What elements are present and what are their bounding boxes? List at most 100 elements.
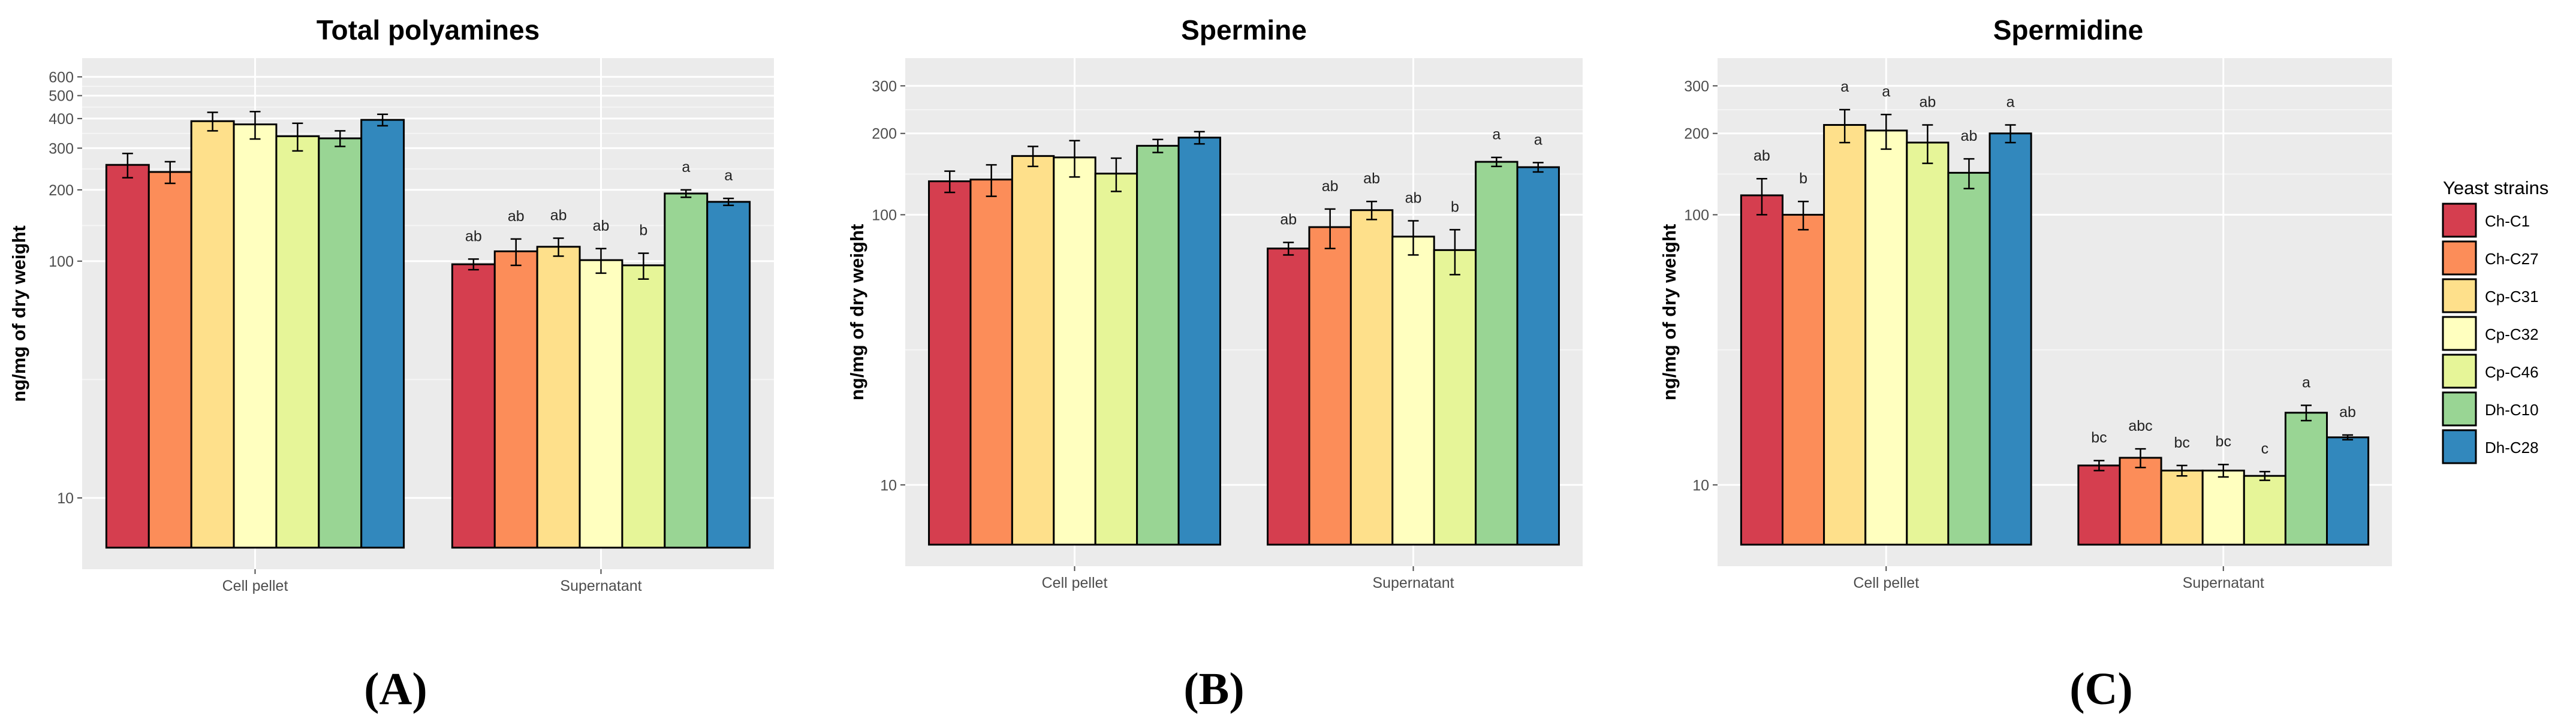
significance-letter: ab [550, 207, 567, 224]
y-tick-label: 300 [872, 78, 897, 95]
significance-letter: ab [1405, 189, 1422, 206]
x-tick-label: Supernatant [1372, 575, 1454, 591]
bar [621, 264, 666, 549]
legend-swatch [2442, 203, 2477, 238]
bar [2077, 464, 2121, 546]
bar [1823, 124, 1867, 546]
bar [147, 171, 192, 549]
significance-letter: ab [1363, 170, 1380, 187]
bar [1947, 171, 1991, 546]
bar [664, 192, 709, 549]
y-axis-label: ng/mg of dry weight [1659, 224, 1680, 401]
bar [360, 119, 405, 549]
bar [1433, 249, 1477, 546]
bar [1011, 155, 1055, 546]
significance-letter: ab [1919, 94, 1936, 111]
significance-letter: bc [2091, 430, 2107, 446]
y-tick-label: 400 [49, 111, 74, 128]
panel-label: (B) [1183, 664, 1244, 714]
legend-label: Dh-C10 [2485, 401, 2539, 419]
bar [1740, 194, 1783, 546]
significance-letter: a [724, 167, 733, 184]
bar [1864, 129, 1908, 546]
bar [2119, 457, 2162, 546]
chart-title: Spermidine [1993, 14, 2144, 46]
legend-swatch [2442, 316, 2477, 351]
significance-letter: b [639, 222, 647, 239]
x-tick-label: Cell pellet [1042, 575, 1108, 591]
bar [105, 164, 150, 549]
significance-letter: ab [1961, 128, 1978, 144]
bar [1308, 226, 1352, 546]
bar [928, 180, 972, 546]
legend-label: Cp-C32 [2485, 325, 2539, 343]
bar [1391, 235, 1435, 546]
significance-letter: ab [1280, 212, 1297, 228]
significance-letter: ab [2339, 404, 2356, 421]
significance-letter: c [2261, 440, 2269, 457]
legend-title: Yeast strains [2443, 177, 2548, 198]
significance-letter: bc [2216, 433, 2231, 450]
legend-swatch [2442, 354, 2477, 389]
bar [536, 246, 581, 549]
bar [706, 201, 751, 549]
y-tick-label: 600 [49, 69, 74, 86]
y-tick-label: 200 [872, 126, 897, 143]
bar [493, 250, 538, 549]
significance-letter: b [1799, 170, 1807, 187]
legend-swatch [2442, 240, 2477, 276]
y-tick-label: 200 [49, 182, 74, 199]
y-tick-label: 300 [1684, 78, 1709, 95]
bar [1906, 141, 1950, 546]
y-axis-label: ng/mg of dry weight [846, 224, 867, 401]
significance-letter: a [1534, 131, 1542, 148]
significance-letter: ab [1322, 178, 1339, 195]
y-tick-label: 10 [1692, 477, 1709, 494]
chart-panel-1: 10 100 200 300 400 500 600 Cell pellet Supernata… [8, 14, 774, 714]
significance-letter: a [2006, 94, 2015, 111]
legend-label: Cp-C46 [2485, 363, 2539, 381]
y-tick-label: 10 [880, 477, 897, 494]
bar [2160, 469, 2204, 546]
y-tick-label: 100 [49, 253, 74, 270]
significance-letter: ab [465, 228, 482, 244]
bar [2326, 436, 2370, 546]
significance-letter: ab [1754, 147, 1770, 164]
bar [2284, 412, 2328, 546]
legend-label: Ch-C1 [2485, 212, 2530, 230]
y-tick-label: 100 [872, 207, 897, 223]
bar [1989, 132, 2032, 546]
bar [579, 259, 623, 549]
significance-letter: a [1492, 126, 1501, 143]
legend-label: Cp-C31 [2485, 288, 2539, 306]
legend: Yeast strains Ch-C1 Ch-C27 Cp-C31 Cp-C32 Cp-… [2442, 177, 2548, 464]
significance-letter: ab [593, 218, 610, 234]
panel-label: (C) [2069, 664, 2133, 714]
chart-title: Total polyamines [317, 14, 540, 46]
y-axis-label: ng/mg of dry weight [8, 225, 29, 402]
significance-letter: b [1451, 198, 1459, 215]
significance-letter: a [682, 159, 690, 176]
y-tick-label: 100 [1684, 207, 1709, 223]
y-tick-label: 10 [57, 490, 74, 507]
bar [1094, 173, 1138, 546]
bar [2243, 475, 2286, 546]
bar [1781, 213, 1825, 546]
significance-letter: ab [508, 208, 525, 225]
significance-letter: abc [2128, 418, 2152, 434]
legend-swatch [2442, 278, 2477, 313]
bar [275, 135, 320, 549]
bar [1267, 247, 1310, 546]
bar [2201, 469, 2245, 546]
bar [969, 179, 1013, 546]
bar [1349, 209, 1394, 546]
bar [451, 263, 496, 549]
x-tick-label: Cell pellet [222, 578, 288, 594]
chart-title: Spermine [1181, 14, 1307, 46]
bar [190, 120, 235, 549]
bar [233, 123, 278, 549]
y-tick-label: 200 [1684, 126, 1709, 143]
